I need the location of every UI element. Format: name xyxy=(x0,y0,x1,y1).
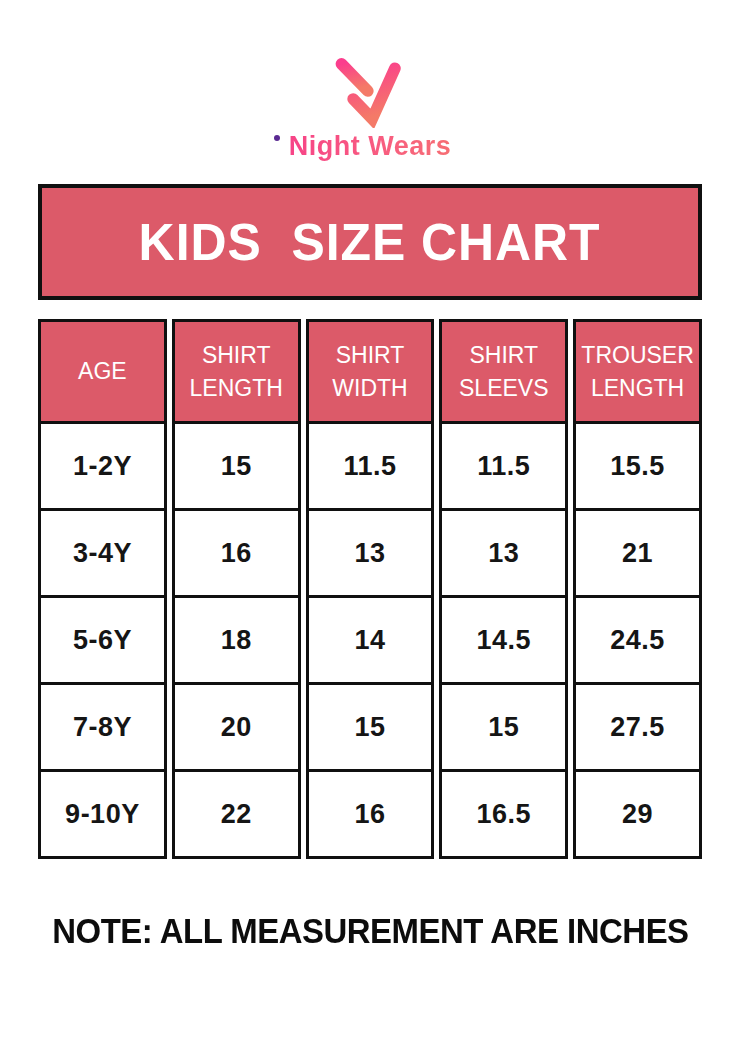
title-banner: KIDS SIZE CHART xyxy=(38,184,702,300)
cell-age-r1: 3-4Y xyxy=(41,511,164,598)
header-cell-trouser-length: TROUSER LENGTH xyxy=(576,322,699,424)
cell-shirt-length-r2: 18 xyxy=(175,598,298,685)
cell-shirt-width-r0: 11.5 xyxy=(309,424,432,511)
cell-shirt-width-r3: 15 xyxy=(309,685,432,772)
cell-trouser-length-r3: 27.5 xyxy=(576,685,699,772)
cell-shirt-width-r2: 14 xyxy=(309,598,432,685)
header-cell-shirt-length: SHIRT LENGTH xyxy=(175,322,298,424)
column-shirt-sleeves: SHIRT SLEEVS 11.5 13 14.5 15 16.5 xyxy=(439,319,568,859)
cell-shirt-width-r4: 16 xyxy=(309,772,432,856)
cell-trouser-length-r2: 24.5 xyxy=(576,598,699,685)
column-shirt-length: SHIRT LENGTH 15 16 18 20 22 xyxy=(172,319,301,859)
size-chart-page: Night Wears KIDS SIZE CHART AGE 1-2Y 3-4… xyxy=(0,0,740,1047)
cell-shirt-length-r3: 20 xyxy=(175,685,298,772)
page-title: KIDS SIZE CHART xyxy=(139,212,601,272)
header-cell-age: AGE xyxy=(41,322,164,424)
column-trouser-length: TROUSER LENGTH 15.5 21 24.5 27.5 29 xyxy=(573,319,702,859)
cell-age-r0: 1-2Y xyxy=(41,424,164,511)
cell-age-r4: 9-10Y xyxy=(41,772,164,856)
cell-shirt-length-r4: 22 xyxy=(175,772,298,856)
cell-shirt-sleeves-r2: 14.5 xyxy=(442,598,565,685)
brand-name: Night Wears xyxy=(250,130,490,162)
cell-shirt-sleeves-r1: 13 xyxy=(442,511,565,598)
nw-monogram-icon xyxy=(329,54,411,128)
column-shirt-width: SHIRT WIDTH 11.5 13 14 15 16 xyxy=(306,319,435,859)
cell-shirt-length-r0: 15 xyxy=(175,424,298,511)
header-cell-shirt-width: SHIRT WIDTH xyxy=(309,322,432,424)
cell-trouser-length-r1: 21 xyxy=(576,511,699,598)
cell-age-r3: 7-8Y xyxy=(41,685,164,772)
cell-age-r2: 5-6Y xyxy=(41,598,164,685)
cell-shirt-width-r1: 13 xyxy=(309,511,432,598)
brand-logo: Night Wears xyxy=(0,0,740,162)
cell-shirt-sleeves-r0: 11.5 xyxy=(442,424,565,511)
header-cell-shirt-sleeves: SHIRT SLEEVS xyxy=(442,322,565,424)
note-text: NOTE: ALL MEASUREMENT ARE INCHES xyxy=(52,911,688,951)
size-chart-table: AGE 1-2Y 3-4Y 5-6Y 7-8Y 9-10Y SHIRT LENG… xyxy=(38,319,702,859)
cell-shirt-length-r1: 16 xyxy=(175,511,298,598)
measurement-note: NOTE: ALL MEASUREMENT ARE INCHES xyxy=(0,911,740,951)
cell-shirt-sleeves-r3: 15 xyxy=(442,685,565,772)
cell-trouser-length-r0: 15.5 xyxy=(576,424,699,511)
column-age: AGE 1-2Y 3-4Y 5-6Y 7-8Y 9-10Y xyxy=(38,319,167,859)
cell-shirt-sleeves-r4: 16.5 xyxy=(442,772,565,856)
cell-trouser-length-r4: 29 xyxy=(576,772,699,856)
brand-i-dot xyxy=(274,135,280,141)
